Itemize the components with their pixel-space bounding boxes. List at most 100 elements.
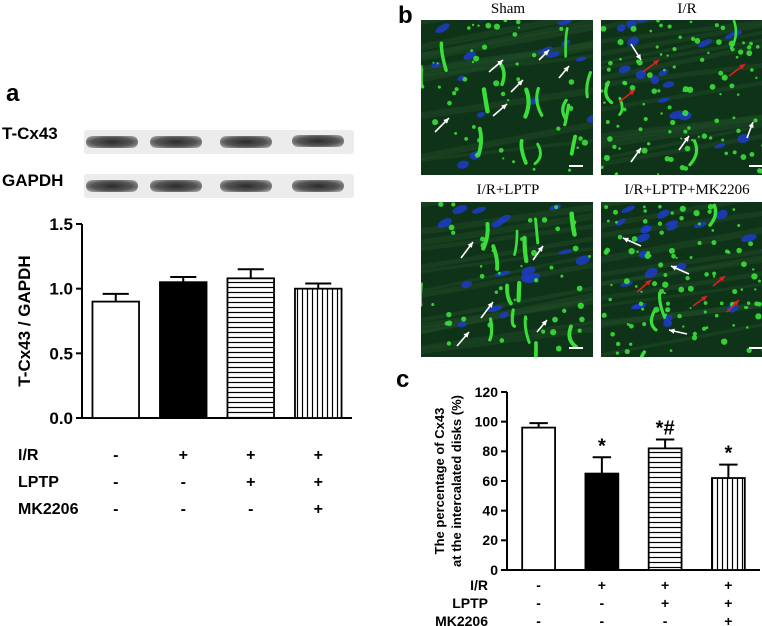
cx43-dot xyxy=(711,240,717,246)
cx43-dot xyxy=(755,76,758,79)
nucleus xyxy=(494,270,511,277)
cx43-dot xyxy=(636,250,639,254)
arrowhead-icon xyxy=(517,80,523,86)
cx43-dot xyxy=(658,262,664,268)
cx43-dot xyxy=(461,316,467,322)
cx43-dot xyxy=(515,62,519,66)
arrowhead-icon xyxy=(733,300,739,306)
cx43-dot xyxy=(610,283,613,287)
cx43-signal xyxy=(491,244,500,271)
cx43-dot xyxy=(658,204,662,209)
cx43-signal xyxy=(523,87,531,119)
micrograph-sham xyxy=(421,20,593,175)
fiber-texture xyxy=(601,271,762,301)
fiber-texture xyxy=(601,114,762,144)
cx43-dot xyxy=(720,338,728,345)
cx43-dot xyxy=(640,290,643,293)
cx43-dot xyxy=(615,351,619,355)
y-tick-label: 1.5 xyxy=(49,215,73,234)
cx43-dot xyxy=(689,307,692,310)
cx43-dot xyxy=(520,237,524,242)
cx43-signal xyxy=(657,291,667,319)
cx43-dot xyxy=(707,203,714,210)
cx43-dot xyxy=(703,310,707,314)
cx43-dot xyxy=(552,316,558,323)
arrowhead-icon xyxy=(701,296,707,302)
blot-band xyxy=(220,136,272,148)
cx43-dot xyxy=(634,285,638,288)
chart-a: 0.0 0.5 1.0 1.5 T-Cx43 / GAPDH - - - + - - + + - + + + I/… xyxy=(15,215,352,518)
cx43-dot xyxy=(672,47,677,52)
cx43-dot xyxy=(451,230,456,235)
condition-sign: - xyxy=(113,474,118,491)
cx43-signal xyxy=(533,142,542,166)
cx43-dot xyxy=(649,29,653,33)
cx43-dot xyxy=(636,59,643,66)
cx43-dot xyxy=(745,306,749,310)
cx43-dot xyxy=(736,247,742,254)
nucleus xyxy=(665,220,679,227)
cx43-dot xyxy=(678,286,685,293)
cx43-dot xyxy=(689,20,693,24)
nucleus xyxy=(461,280,473,289)
cx43-signal xyxy=(708,203,718,227)
cx43-dot xyxy=(516,77,521,82)
cx43-dot xyxy=(626,323,630,326)
cx43-dot xyxy=(513,298,516,302)
cx43-dot xyxy=(497,271,501,275)
cx43-dot xyxy=(657,221,663,226)
arrowhead-icon xyxy=(543,50,549,56)
cx43-dot xyxy=(694,38,701,44)
nucleus xyxy=(644,267,658,279)
cx43-dot xyxy=(554,205,559,210)
cx43-signal xyxy=(649,309,658,332)
arrowhead-icon xyxy=(501,104,507,110)
cx43-dot xyxy=(615,341,621,347)
cx43-dot xyxy=(606,67,611,72)
cx43-dot xyxy=(448,224,455,231)
cx43-dot xyxy=(665,309,669,313)
arrowhead-icon xyxy=(541,320,547,326)
cx43-dot xyxy=(652,281,658,287)
cx43-dot xyxy=(610,331,615,337)
cx43-dot xyxy=(679,164,686,171)
cx43-dot xyxy=(745,326,749,329)
cx43-dot xyxy=(746,301,751,305)
cx43-dot xyxy=(603,154,610,162)
cx43-signal xyxy=(585,71,592,99)
western-blot-gapdh xyxy=(84,174,354,198)
arrowhead-icon xyxy=(671,265,677,271)
cx43-dot xyxy=(608,60,613,66)
cx43-dot xyxy=(749,41,753,46)
cx43-signal xyxy=(488,317,494,342)
cx43-dot xyxy=(556,126,561,131)
cx43-dot xyxy=(525,317,528,321)
nucleus xyxy=(636,233,650,243)
nucleus xyxy=(737,134,750,144)
cx43-dot xyxy=(732,116,736,120)
fiber-texture xyxy=(601,20,665,31)
y-tick-label: 60 xyxy=(482,473,498,489)
cx43-dot xyxy=(653,306,660,313)
cx43-dot xyxy=(732,289,738,295)
cx43-dot xyxy=(555,345,562,352)
nucleus xyxy=(727,304,739,313)
cx43-dot xyxy=(752,268,755,271)
condition-sign: + xyxy=(314,474,323,491)
cx43-dot xyxy=(467,26,471,30)
cx43-dot xyxy=(682,110,689,117)
nucleus xyxy=(546,51,560,58)
cx43-dot xyxy=(646,250,651,255)
cx43-dot xyxy=(691,36,696,41)
cx43-signal xyxy=(534,217,540,245)
cx43-dot xyxy=(628,247,635,255)
cx43-dot xyxy=(740,154,747,160)
y-axis-label: T-Cx43 / GAPDH xyxy=(15,255,34,386)
cx43-dot xyxy=(494,290,499,294)
cx43-dot xyxy=(491,249,495,252)
nucleus xyxy=(662,81,675,88)
cx43-signal xyxy=(535,86,544,117)
cx43-dot xyxy=(517,26,521,29)
cx43-dot xyxy=(699,57,705,62)
condition-sign: + xyxy=(724,613,732,626)
